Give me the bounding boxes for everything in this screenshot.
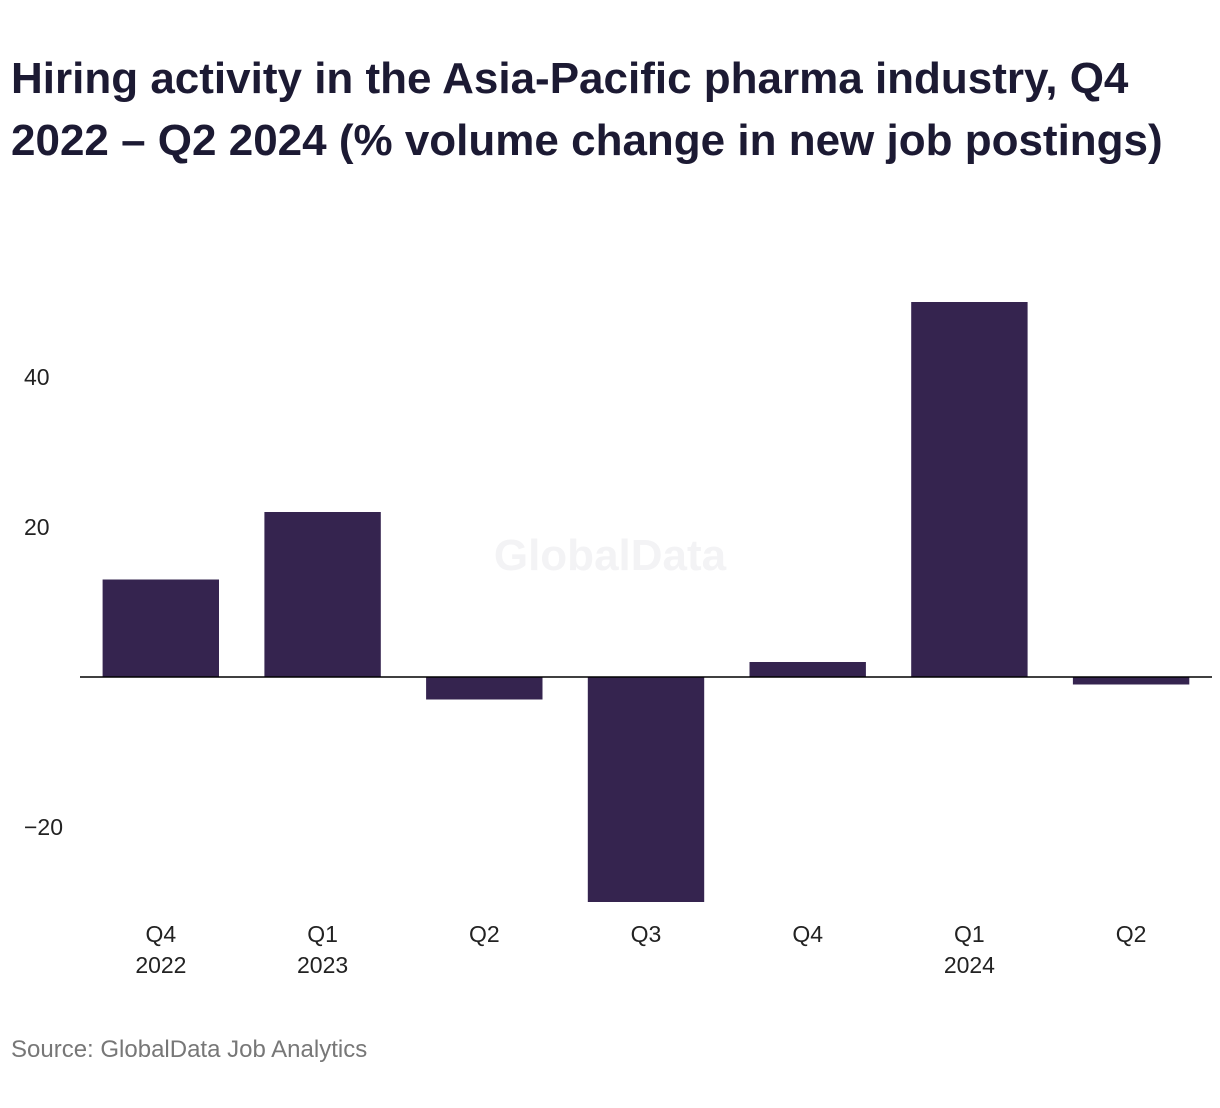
x-tick-quarter: Q3 — [631, 921, 662, 947]
x-tick-label: Q1 2023 — [297, 921, 348, 978]
x-tick-label: Q3 — [631, 921, 662, 947]
bar-1 — [264, 512, 381, 677]
bars — [102, 302, 1190, 902]
x-tick-quarter: Q2 — [1116, 921, 1147, 947]
x-tick-year: 2023 — [297, 952, 348, 978]
x-tick-label: Q4 2022 — [135, 921, 186, 978]
x-tick-label: Q1 2024 — [944, 921, 995, 978]
y-tick-label: 20 — [24, 514, 50, 540]
x-tick-quarter: Q4 — [146, 921, 177, 947]
bar-2 — [426, 677, 543, 700]
x-tick-quarter: Q2 — [469, 921, 500, 947]
watermark: GlobalData — [494, 531, 727, 580]
bar-6 — [1072, 677, 1190, 685]
bar-5 — [911, 302, 1028, 677]
bar-3 — [587, 677, 705, 902]
x-tick-quarter: Q4 — [792, 921, 823, 947]
y-axis-ticks: 40 20 −20 — [24, 364, 63, 840]
x-tick-label: Q2 — [1116, 921, 1147, 947]
bar-4 — [749, 662, 866, 677]
x-tick-year: 2024 — [944, 952, 995, 978]
y-tick-label: −20 — [24, 814, 63, 840]
x-axis-ticks: Q4 2022 Q1 2023 Q2 Q3 Q4 Q1 2024 Q2 — [135, 921, 1146, 978]
source-note: Source: GlobalData Job Analytics — [11, 1036, 368, 1063]
x-tick-label: Q4 — [792, 921, 823, 947]
x-tick-quarter: Q1 — [307, 921, 338, 947]
bar-0 — [102, 579, 219, 677]
x-tick-label: Q2 — [469, 921, 500, 947]
y-tick-label: 40 — [24, 364, 50, 390]
chart-title: Hiring activity in the Asia-Pacific phar… — [11, 54, 1163, 165]
x-tick-quarter: Q1 — [954, 921, 985, 947]
x-tick-year: 2022 — [135, 952, 186, 978]
